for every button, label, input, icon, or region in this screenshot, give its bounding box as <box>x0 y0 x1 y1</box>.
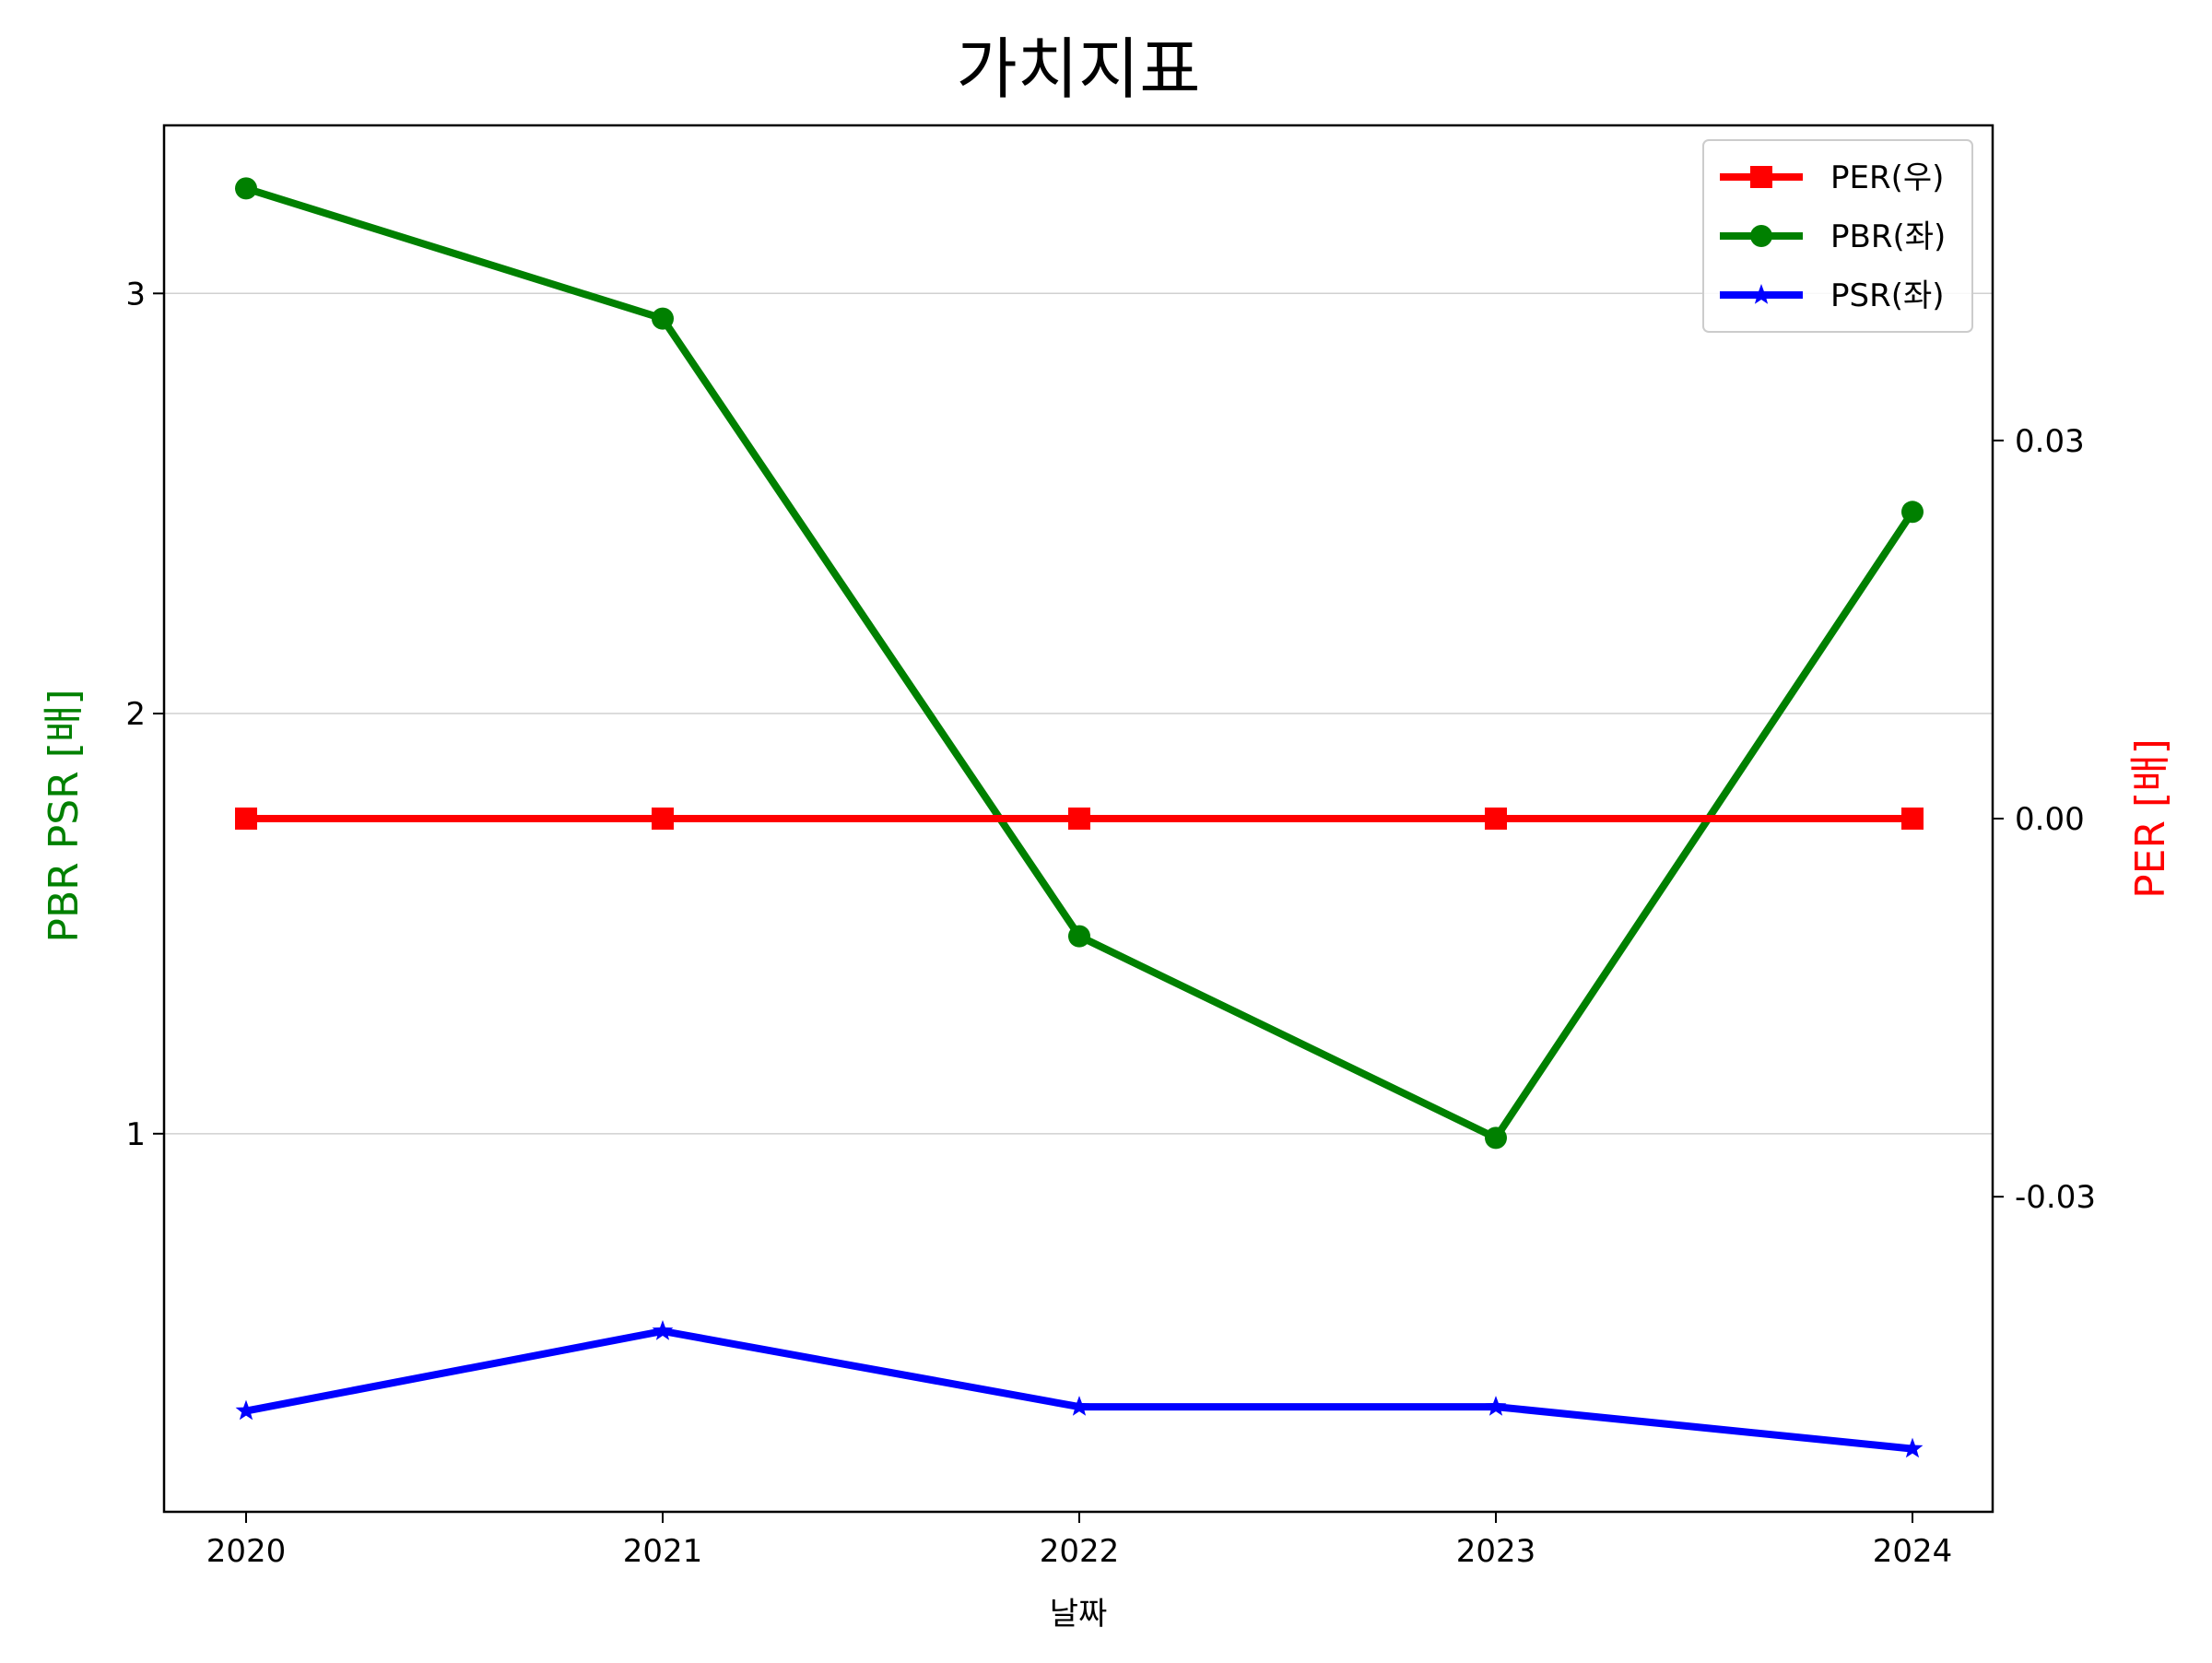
legend: PER(우) PBR(좌) PSR(좌) <box>1702 139 1973 333</box>
data-point <box>235 177 257 200</box>
left-y-axis-label: PBR PSR [배] <box>41 689 88 942</box>
data-point <box>235 1399 257 1421</box>
data-point <box>1485 1396 1507 1416</box>
right-y-tick-label: -0.03 <box>2015 1179 2096 1216</box>
series-layer <box>235 177 1924 1458</box>
x-tick-label: 2022 <box>1040 1533 1120 1570</box>
axes: 1 2 3 0.03 0.00 -0.03 2020 2021 2022 2023 2024 <box>125 276 2096 1570</box>
legend-marker <box>1750 225 1772 247</box>
series-PSR(좌) <box>235 1320 1924 1458</box>
legend-marker <box>1750 166 1772 188</box>
data-point <box>1485 1126 1507 1150</box>
x-axis-label: 날짜 <box>1050 1596 1108 1633</box>
data-point <box>652 307 674 330</box>
gridlines <box>164 292 1993 1135</box>
series-PER(우) <box>235 808 1924 830</box>
data-point <box>652 1320 674 1340</box>
data-point <box>1901 808 1924 830</box>
x-tick-label: 2020 <box>206 1533 287 1570</box>
legend-label: PSR(좌) <box>1830 277 1945 314</box>
left-y-tick-label: 2 <box>125 696 146 733</box>
x-tick-label: 2021 <box>623 1533 703 1570</box>
data-point <box>1068 1396 1090 1416</box>
right-y-axis-label: PER [배] <box>2127 738 2174 899</box>
x-tick-label: 2023 <box>1456 1533 1536 1570</box>
left-y-tick-label: 1 <box>125 1116 146 1153</box>
data-point <box>1901 501 1924 524</box>
data-point <box>652 808 674 830</box>
left-y-tick-label: 3 <box>125 276 146 313</box>
data-point <box>1068 925 1090 948</box>
data-point <box>235 808 257 830</box>
data-point <box>1068 808 1090 830</box>
right-y-tick-label: 0.00 <box>2015 801 2085 838</box>
legend-label: PBR(좌) <box>1830 218 1946 255</box>
data-point <box>1901 1437 1924 1458</box>
chart-title: 가치지표 <box>957 30 1201 108</box>
right-y-tick-label: 0.03 <box>2015 423 2085 460</box>
data-point <box>1485 808 1507 830</box>
series-PBR(좌) <box>235 177 1924 1150</box>
x-tick-label: 2024 <box>1873 1533 1953 1570</box>
legend-marker <box>1750 284 1772 304</box>
legend-label: PER(우) <box>1830 159 1944 196</box>
